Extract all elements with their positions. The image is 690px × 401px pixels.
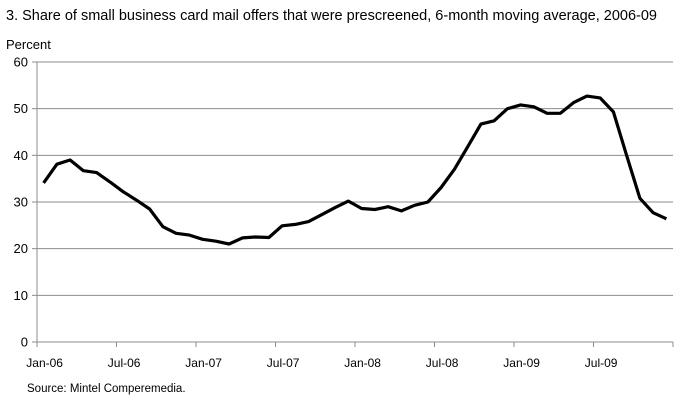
y-tick-label: 0 [21, 335, 28, 350]
y-tick-label: 60 [14, 55, 28, 70]
x-tick-label: Jul-08 [426, 356, 459, 370]
y-tick-label: 50 [14, 101, 28, 116]
x-axis: Jan-06 Jul-06 Jan-07 Jul-07 Jan-08 Jul-08 Jan-… [26, 341, 674, 370]
series-layer [42, 94, 668, 246]
x-tick-label: Jul-07 [267, 356, 300, 370]
y-tick-label: 20 [14, 241, 28, 256]
x-tick-label: Jan-06 [26, 356, 63, 370]
y-tick-label: 10 [14, 288, 28, 303]
y-tick-label: 40 [14, 148, 28, 163]
x-tick-label: Jul-06 [108, 356, 141, 370]
x-tick-label: Jan-07 [185, 356, 222, 370]
series-line [42, 94, 668, 246]
x-tick-label: Jul-09 [585, 356, 618, 370]
x-tick-label: Jan-09 [503, 356, 540, 370]
gridlines [37, 61, 673, 296]
y-tick-label: 30 [14, 195, 28, 210]
x-tick-label: Jan-08 [344, 356, 381, 370]
y-axis: 0 10 20 30 40 50 60 [14, 55, 38, 350]
y-axis-label: Percent [6, 37, 51, 52]
chart-title: 3. Share of small business card mail off… [6, 8, 657, 24]
source-note: Source: Mintel Comperemedia. [27, 383, 186, 395]
